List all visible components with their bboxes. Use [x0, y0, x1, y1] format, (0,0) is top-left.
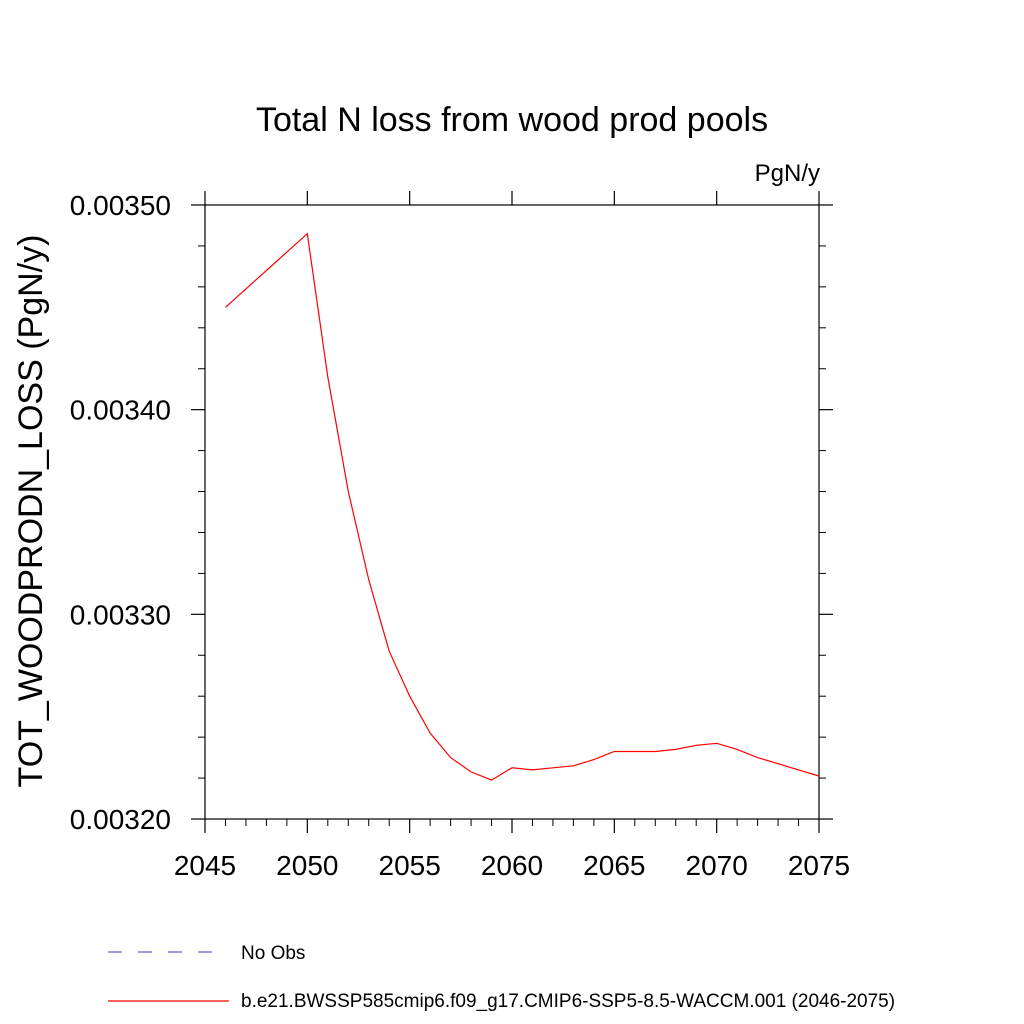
legend-label-no-obs: No Obs [241, 943, 305, 964]
x-tick-label: 2045 [174, 850, 236, 881]
y-tick-label: 0.00340 [70, 395, 171, 426]
x-axis-tick-labels: 2045 2050 2055 2060 2065 2070 2075 [174, 850, 850, 881]
chart-title: Total N loss from wood prod pools [256, 101, 768, 139]
x-tick-label: 2075 [788, 850, 850, 881]
y-axis-ticks [191, 204, 833, 820]
y-axis-tick-labels: 0.00320 0.00330 0.00340 0.00350 [70, 190, 171, 835]
x-tick-label: 2070 [686, 850, 748, 881]
series-layer [225, 232, 820, 781]
y-tick-label: 0.00350 [70, 190, 171, 221]
legend-label-model-run: b.e21.BWSSP585cmip6.f09_g17.CMIP6-SSP5-8… [241, 991, 895, 1012]
y-tick-label: 0.00320 [70, 804, 171, 835]
x-tick-label: 2060 [481, 850, 543, 881]
series-line [225, 232, 820, 781]
x-tick-label: 2065 [583, 850, 645, 881]
plot-frame [204, 204, 820, 820]
x-tick-label: 2055 [379, 850, 441, 881]
x-tick-label: 2050 [276, 850, 338, 881]
units-label: PgN/y [755, 160, 820, 187]
y-tick-label: 0.00330 [70, 599, 171, 630]
legend: No Obs b.e21.BWSSP585cmip6.f09_g17.CMIP6… [108, 943, 895, 1012]
x-axis-ticks [204, 191, 820, 833]
y-axis-label: TOT_WOODPRODN_LOSS (PgN/y) [12, 235, 50, 788]
